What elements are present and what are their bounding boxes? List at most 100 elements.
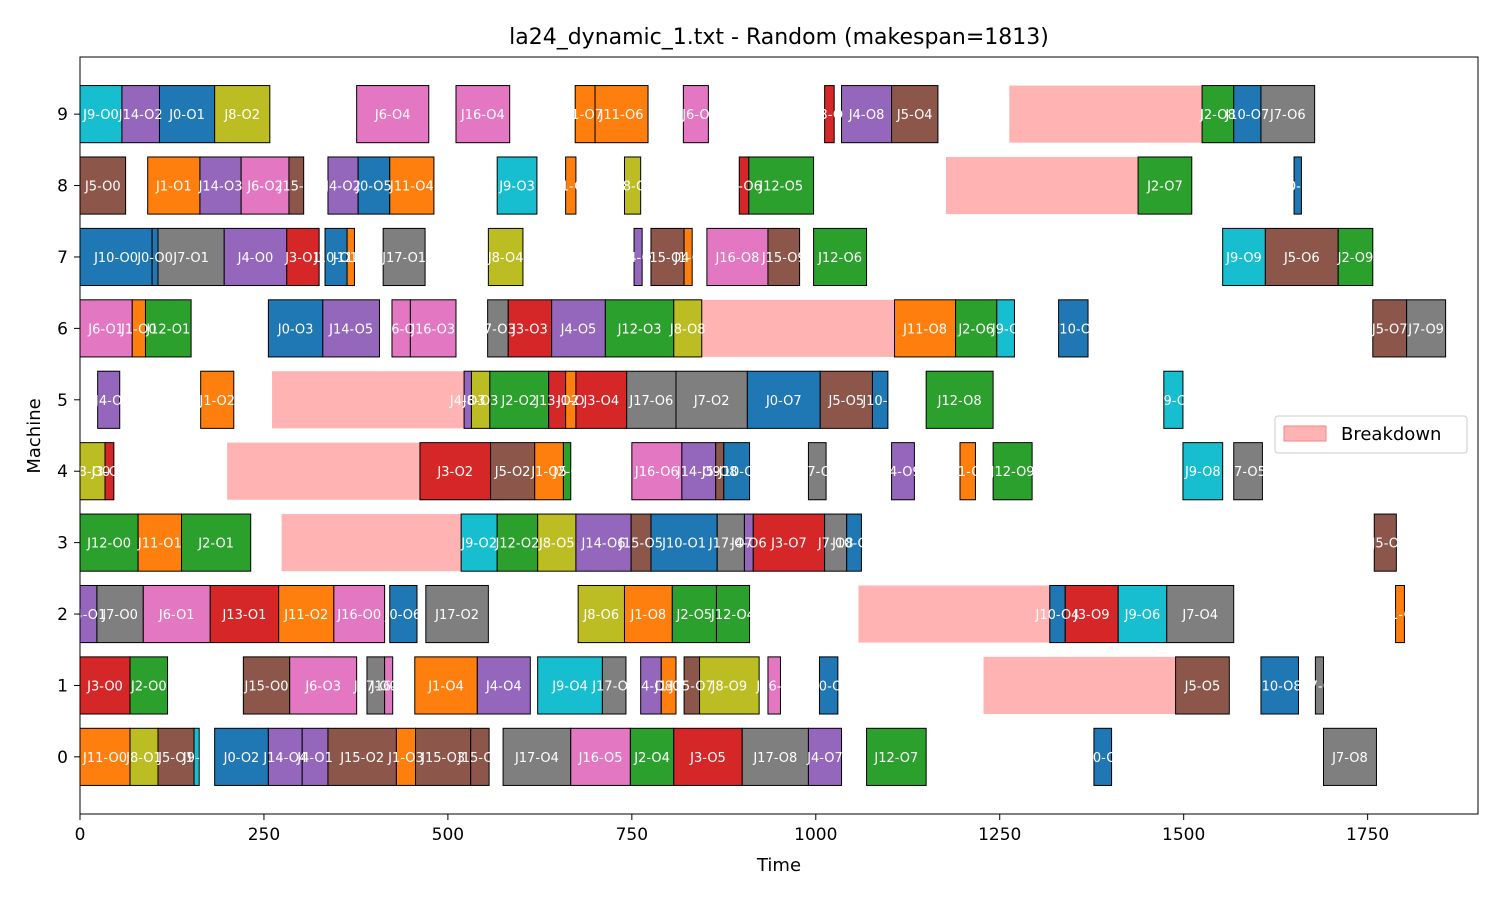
operation-label: J6-O3	[304, 679, 341, 694]
operation-bar	[575, 513, 632, 572]
operation-label: J16-O8	[714, 251, 759, 266]
operation-label: J6-O	[386, 322, 414, 337]
operation-bar	[575, 370, 628, 429]
operation-bar	[746, 370, 821, 429]
operation-label: J8-O3	[462, 394, 499, 409]
operation-label: J14-O9	[676, 465, 721, 480]
operation-bar	[1372, 299, 1408, 358]
operation-label: J5-O5	[1184, 679, 1221, 694]
operation-label: J4-O0	[237, 251, 274, 266]
legend-breakdown-swatch	[1283, 425, 1327, 442]
operation-bar	[716, 513, 745, 572]
operation-bar	[240, 156, 290, 215]
operation-bar	[534, 442, 564, 501]
operation-bar	[682, 85, 709, 144]
operation-bar	[214, 85, 271, 144]
operation-bar	[322, 299, 380, 358]
operation-label: J12-O1	[145, 322, 190, 337]
operation-bar	[301, 727, 329, 786]
breakdown-bar-m4	[227, 442, 420, 500]
operation-label: J12-O5	[758, 180, 803, 195]
y-tick-label: 1	[57, 676, 68, 696]
operation-label: J6-O1	[158, 608, 195, 623]
operation-bar	[683, 227, 693, 287]
operation-bar	[96, 584, 144, 644]
breakdown-bar-m8	[946, 156, 1139, 215]
operation-label: J4-O5	[560, 322, 597, 337]
operation-label: J4-O7	[806, 751, 843, 766]
operation-label: J3-O7	[770, 537, 807, 552]
operation-label: J3-O5	[689, 751, 726, 766]
operation-label: J9-O	[1159, 394, 1187, 409]
operation-label: J8-O1	[125, 751, 162, 766]
operation-label: J8-O6	[582, 608, 619, 623]
operation-bar	[1175, 656, 1230, 715]
operation-bar	[562, 442, 572, 501]
operation-label: J6-O2	[246, 180, 283, 195]
operation-label: J8-O5	[538, 537, 575, 552]
operation-bar	[157, 727, 195, 786]
operation-bar	[992, 442, 1033, 501]
operation-bar	[496, 156, 538, 215]
operation-bar	[209, 584, 280, 644]
y-tick-label: 4	[57, 462, 68, 482]
operation-bar	[570, 727, 631, 786]
operation-label: J8-O4	[487, 251, 524, 266]
operation-label: J7-O8	[817, 537, 854, 552]
operation-label: J0-O7	[765, 394, 802, 409]
legend-frame	[1274, 415, 1468, 454]
operation-bar	[650, 227, 685, 287]
operation-label: J4-O1	[70, 608, 107, 623]
operation-label: J10-O0	[93, 251, 138, 266]
breakdown-bar-m6	[701, 299, 895, 357]
operation-bar	[715, 584, 751, 644]
operation-bar	[144, 299, 192, 358]
operation-bar	[1117, 584, 1168, 644]
operation-label: J9-O2	[460, 537, 497, 552]
operation-label: J5-O7	[1371, 322, 1408, 337]
operation-label: J14-O3	[198, 180, 243, 195]
operation-label: J1-O	[654, 679, 682, 694]
operation-label: J1-O	[673, 251, 701, 266]
operation-label: J7-O0	[101, 608, 138, 623]
operation-bar	[819, 370, 873, 429]
operation-label: J1-O7	[566, 108, 603, 123]
y-axis-label: Machine	[24, 398, 45, 473]
operation-label: J12-O3	[617, 322, 662, 337]
operation-label: J6-O1	[87, 322, 124, 337]
breakdown-bar-m5	[272, 371, 465, 429]
operation-bar	[142, 584, 211, 644]
operation-label: J7-O4	[1181, 608, 1218, 623]
operation-label: J15-O0	[244, 679, 289, 694]
operation-label: J1-O	[1385, 608, 1413, 623]
operation-label: J7-O8	[1331, 751, 1368, 766]
breakdown-bar-m3	[281, 514, 462, 572]
operation-label: J6-O	[681, 108, 709, 123]
legend: Breakdown	[1274, 415, 1468, 454]
operation-label: J10-O7	[1224, 108, 1269, 123]
operation-label: J5-O8	[701, 465, 738, 480]
operation-bar	[1233, 85, 1262, 144]
operation-label: J0-O2	[223, 751, 260, 766]
breakdown-bar-m9	[1009, 85, 1203, 143]
operation-bar	[389, 156, 435, 215]
operation-bar	[841, 85, 893, 144]
operation-bar	[846, 513, 862, 572]
operation-label: J0-O	[814, 679, 842, 694]
operation-bar	[623, 156, 642, 215]
operation-bar	[346, 227, 355, 287]
operation-label: J8-O8	[669, 322, 706, 337]
operation-bar	[382, 227, 426, 287]
operation-label: J3-O9	[1073, 608, 1110, 623]
operation-label: J14-O8	[628, 679, 673, 694]
operation-label: J9-O8	[1184, 465, 1221, 480]
operation-bar	[129, 656, 169, 715]
operation-label: J4-O1	[296, 751, 333, 766]
operation-label: J13-O1	[221, 608, 266, 623]
operation-label: J15-O2	[339, 751, 384, 766]
operation-bar	[807, 442, 827, 501]
operation-label: J16-O6	[634, 465, 679, 480]
operation-bar	[1314, 656, 1324, 715]
operation-label: J10-O4	[1035, 608, 1080, 623]
operation-bar	[818, 656, 839, 715]
